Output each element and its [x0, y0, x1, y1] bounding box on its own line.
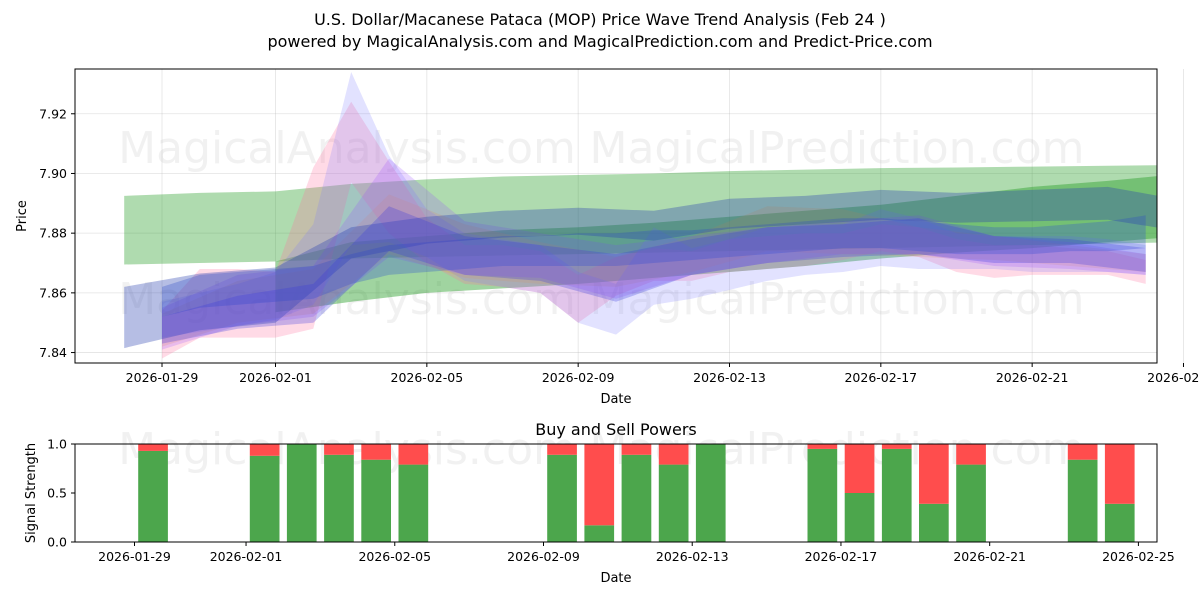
signal-x-tick-label: 2026-02-25	[1102, 549, 1175, 564]
sell-bar	[584, 444, 615, 526]
price-y-tick-label: 7.90	[39, 166, 67, 181]
buy-bar	[1104, 503, 1135, 542]
sell-bar	[919, 444, 949, 504]
price-bands	[124, 72, 1157, 359]
signal-y-axis: 0.0 0.5 1.0	[47, 437, 75, 550]
signal-x-tick-label: 2026-01-29	[98, 549, 171, 564]
buy-bar	[695, 444, 726, 542]
signal-y-tick-label: 0.5	[47, 486, 67, 501]
lavender-band	[162, 72, 1146, 338]
buy-bar	[844, 493, 875, 542]
price-x-tick-label: 2026-02-05	[391, 370, 464, 385]
sell-bar	[249, 444, 280, 456]
signal-y-tick-label: 0.0	[47, 535, 67, 550]
signal-x-tick-label: 2026-02-13	[656, 549, 729, 564]
sell-bar	[361, 444, 391, 460]
price-x-tick-label: 2026-02-17	[844, 370, 917, 385]
price-x-tick-label: 2026-02-13	[693, 370, 766, 385]
sell-bar	[398, 444, 429, 465]
signal-x-tick-label: 2026-02-17	[805, 549, 878, 564]
buy-bar	[658, 464, 689, 542]
sell-bar	[1067, 444, 1098, 460]
buy-bar	[1067, 459, 1098, 542]
signal-chart-title: Buy and Sell Powers	[535, 420, 697, 439]
watermark-analysis-upper: MagicalAnalysis.com	[118, 123, 576, 174]
sell-bar	[621, 444, 652, 455]
price-watermarks: MagicalAnalysis.com MagicalPrediction.co…	[118, 123, 1084, 325]
purple-band	[162, 158, 1146, 350]
sell-bar	[658, 444, 689, 465]
signal-y-tick-label: 1.0	[47, 437, 67, 452]
buy-bar	[584, 525, 615, 542]
signal-bars	[138, 444, 1135, 542]
price-y-tick-label: 7.88	[39, 226, 67, 241]
sell-bar	[324, 444, 354, 455]
price-gridlines	[75, 69, 1184, 363]
signal-x-tick-label: 2026-02-21	[953, 549, 1026, 564]
sell-bar	[844, 444, 875, 493]
price-plot-frame	[74, 68, 1158, 364]
watermark-prediction-upper: MagicalPrediction.com	[590, 123, 1085, 174]
signal-x-axis-label: Date	[600, 571, 631, 586]
buy-bar	[807, 448, 838, 542]
signal-x-tick-label: 2026-02-05	[358, 549, 431, 564]
price-y-tick-label: 7.92	[39, 106, 67, 121]
sell-bar	[807, 444, 838, 449]
figure-title-line1: U.S. Dollar/Macanese Pataca (MOP) Price …	[314, 10, 886, 29]
signal-chart: Buy and Sell Powers MagicalAnalysis.com …	[24, 420, 1175, 586]
price-x-axis: 2026-01-29 2026-02-01 2026-02-05 2026-02-09…	[126, 363, 1200, 385]
price-x-tick-label: 2026-02-09	[542, 370, 615, 385]
buy-bar	[138, 450, 168, 542]
buy-bar	[547, 454, 577, 542]
sell-bar	[1104, 444, 1135, 504]
price-y-axis: 7.84 7.86 7.88 7.90 7.92	[39, 106, 75, 360]
price-x-tick-label: 2026-02-21	[996, 370, 1069, 385]
price-x-axis-label: Date	[600, 392, 631, 407]
blue-band-3	[162, 206, 1146, 344]
sell-bar	[956, 444, 986, 465]
signal-y-axis-label: Signal Strength	[24, 443, 39, 543]
buy-bar	[919, 503, 949, 542]
sell-bar	[138, 444, 168, 451]
buy-bar	[621, 454, 652, 542]
buy-bar	[881, 448, 912, 542]
price-chart: MagicalAnalysis.com MagicalPrediction.co…	[15, 68, 1200, 407]
blue-band-1	[162, 215, 1146, 317]
price-y-axis-label: Price	[15, 200, 30, 232]
green-band-wide	[124, 165, 1157, 265]
buy-bar	[324, 454, 354, 542]
buy-bar	[398, 464, 429, 542]
watermark-prediction-lower: MagicalPrediction.com	[590, 274, 1085, 325]
signal-x-tick-label: 2026-02-01	[210, 549, 283, 564]
pink-band	[162, 101, 1146, 359]
price-x-tick-label: 2026-02-01	[239, 370, 312, 385]
signal-x-axis: 2026-01-29 2026-02-01 2026-02-05 2026-02-09…	[98, 542, 1175, 564]
blue-band-2	[124, 186, 1157, 349]
watermark-analysis-lower: MagicalAnalysis.com	[118, 274, 576, 325]
price-y-tick-label: 7.86	[39, 285, 67, 300]
signal-x-tick-label: 2026-02-09	[507, 549, 580, 564]
sell-bar	[881, 444, 912, 449]
sell-bar	[547, 444, 577, 455]
buy-bar	[361, 459, 391, 542]
buy-bar	[286, 444, 317, 542]
price-x-tick-label: 2026-01-29	[126, 370, 199, 385]
figure-title-line2: powered by MagicalAnalysis.com and Magic…	[267, 32, 932, 51]
orange-band	[162, 194, 1146, 347]
price-x-tick-label: 2026-02-25	[1147, 370, 1200, 385]
buy-bar	[249, 455, 280, 542]
green-band-rising	[275, 176, 1157, 313]
price-y-tick-label: 7.84	[39, 345, 67, 360]
buy-bar	[956, 464, 986, 542]
